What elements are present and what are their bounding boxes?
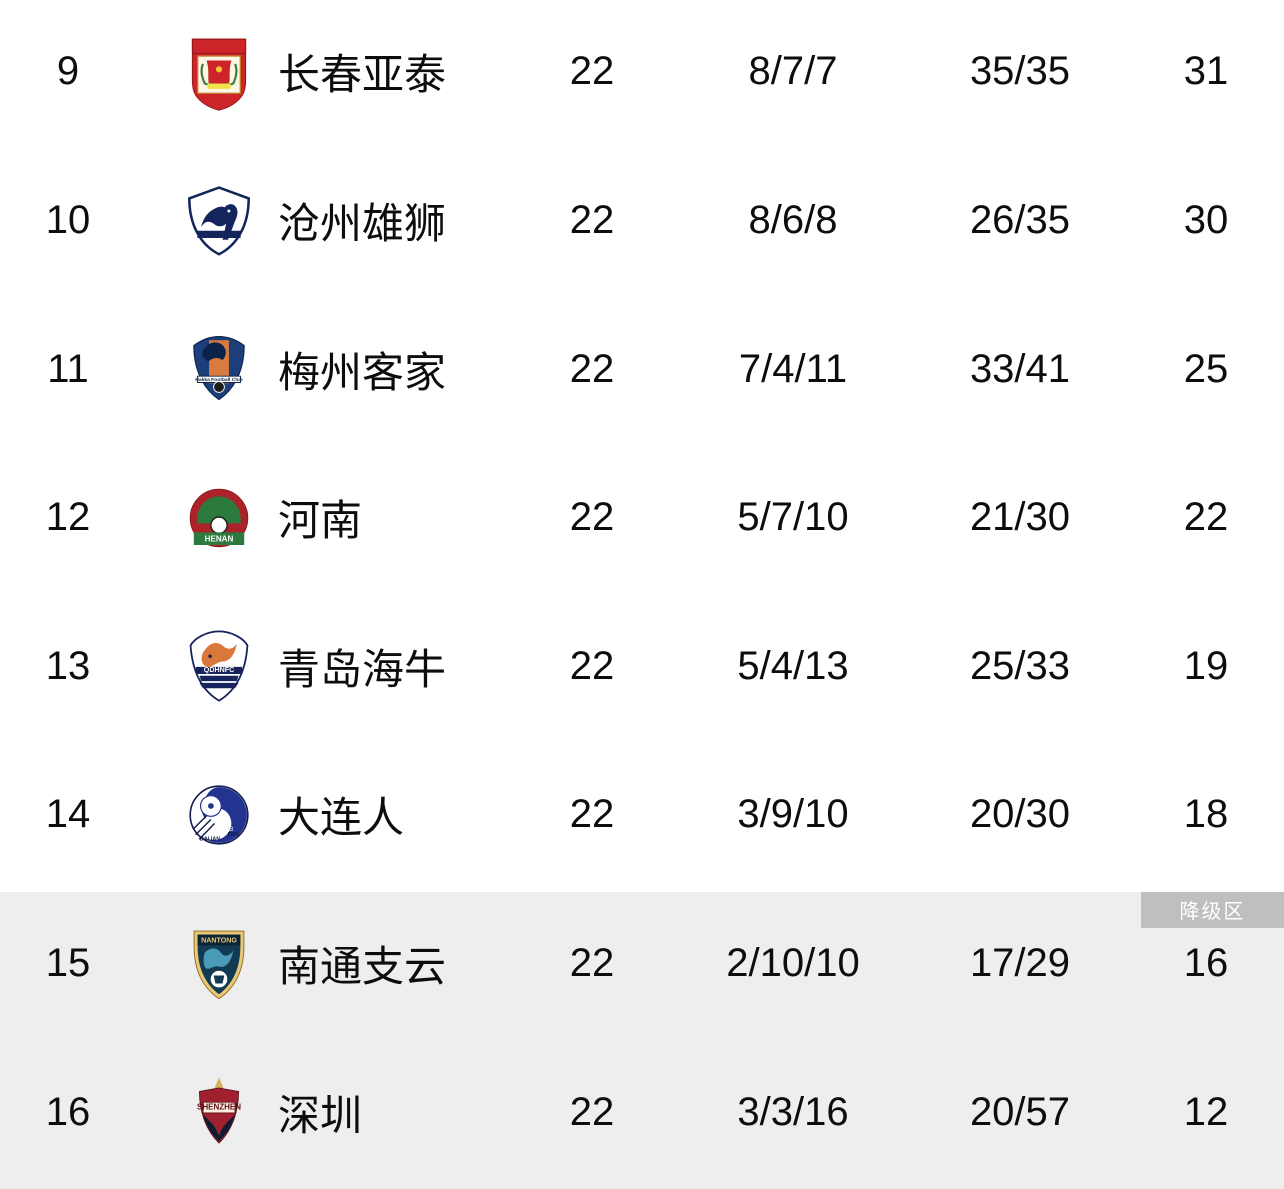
svg-text:QDHNFC: QDHNFC (204, 667, 234, 675)
svg-text:SHENZHEN: SHENZHEN (197, 1103, 241, 1112)
svg-text:HENAN: HENAN (205, 534, 234, 543)
svg-text:DALIAN: DALIAN (200, 837, 220, 843)
svg-text:NANTONG: NANTONG (201, 936, 237, 944)
svg-text:PRO: PRO (228, 832, 240, 838)
